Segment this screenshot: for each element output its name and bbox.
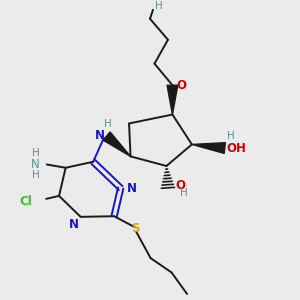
Polygon shape [192, 143, 225, 153]
Text: O: O [176, 79, 186, 92]
Text: N: N [69, 218, 79, 231]
Text: H: H [180, 188, 188, 198]
Text: N: N [31, 158, 40, 171]
Text: H: H [104, 119, 112, 129]
Text: O: O [176, 179, 185, 192]
Text: H: H [32, 170, 39, 180]
Text: OH: OH [226, 142, 246, 155]
Text: H: H [155, 1, 163, 11]
Polygon shape [167, 85, 178, 115]
Text: S: S [131, 222, 139, 235]
Text: N: N [95, 129, 105, 142]
Polygon shape [103, 132, 130, 156]
Text: H: H [32, 148, 39, 158]
Text: H: H [227, 131, 235, 141]
Text: N: N [127, 182, 137, 195]
Text: Cl: Cl [19, 195, 32, 208]
